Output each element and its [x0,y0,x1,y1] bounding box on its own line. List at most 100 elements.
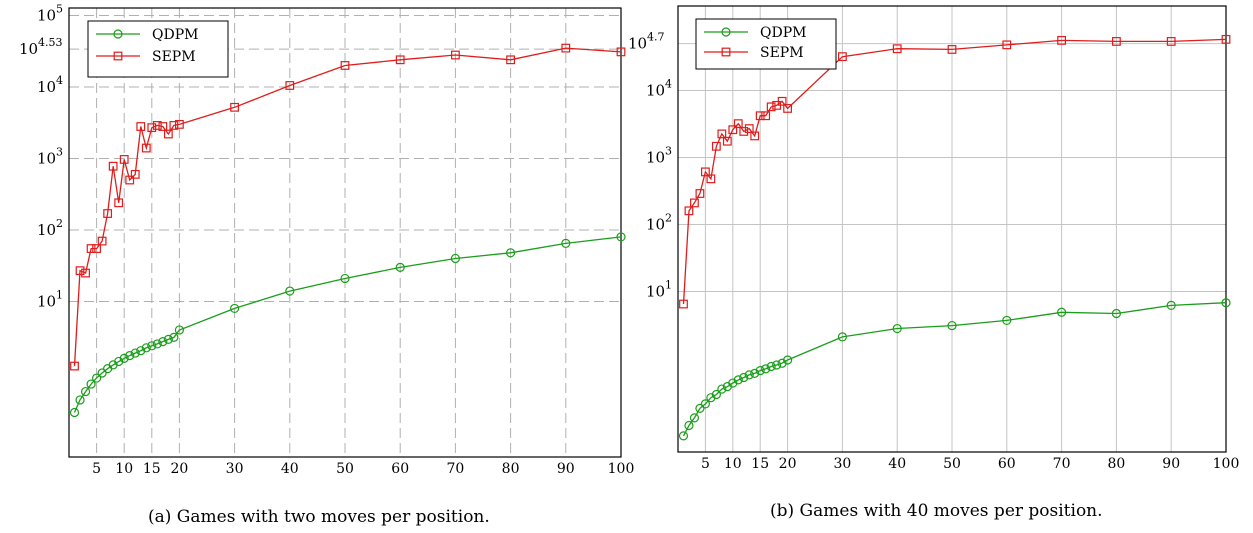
x-tick-label: 80 [502,461,520,477]
y-tick-label: 10 [37,150,56,168]
series-line [73,47,622,367]
y-tick-label: 10 [19,40,38,58]
x-tick-label: 20 [170,461,188,477]
caption-b: (b) Games with 40 moves per position. [770,501,1103,521]
y-tick-exponent: 5 [56,3,63,16]
data-point [395,262,405,272]
data-point [561,238,571,248]
data-point [163,129,173,139]
data-point [1221,298,1231,308]
data-point [1166,37,1176,46]
data-point [395,55,405,65]
data-point [1111,37,1121,46]
y-tick-exponent: 1 [56,289,63,302]
data-point [733,375,743,385]
data-point [70,361,79,371]
data-point [103,209,113,218]
y-tick-label: 10 [37,7,56,25]
data-point [81,268,90,278]
y-tick-exponent: 4.53 [38,36,63,49]
data-point [158,122,168,131]
data-point [92,244,102,253]
legend-marker [721,47,731,57]
series-line [682,38,1227,305]
legend: QDPM SEPM [695,18,837,70]
x-tick-label: 50 [943,456,961,472]
data-point [744,124,754,133]
data-point [690,198,699,208]
x-tick-label: 60 [391,461,409,477]
y-tick-exponent: 4 [665,78,672,91]
data-point [711,389,721,400]
x-tick-label: 70 [1053,456,1071,472]
data-point [80,386,91,397]
data-point [777,96,787,106]
y-tick-exponent: 2 [665,212,672,225]
y-tick-label: 10 [37,293,56,311]
legend-marker [113,29,123,39]
data-point [114,356,124,367]
data-point [506,55,515,65]
x-tick-label: 20 [779,456,797,472]
y-tick-label: 10 [37,221,56,239]
legend-marker [721,27,731,37]
data-point [700,167,710,177]
data-point [1002,40,1012,50]
data-point [130,348,140,358]
data-point [755,111,765,121]
x-tick-label: 90 [557,461,575,477]
data-point [717,129,727,139]
data-point [783,104,792,113]
x-tick-label: 90 [1162,456,1180,472]
y-tick-exponent: 4 [56,74,63,87]
data-point [761,364,771,374]
data-point [152,121,162,130]
data-point [837,332,848,342]
y-tick-exponent: 1 [665,279,672,292]
series-qdpm [678,298,1231,441]
x-tick-label: 15 [143,461,161,477]
data-point [75,266,85,276]
legend: QDPM SEPM [87,20,229,78]
data-point [1057,35,1067,45]
data-point [837,52,847,62]
x-tick-label: 30 [226,461,244,477]
x-tick-label: 70 [446,461,464,477]
data-point [119,353,129,364]
x-tick-label: 40 [888,456,906,472]
data-point [141,143,151,153]
data-point [947,320,957,331]
data-point [506,248,516,258]
data-point [125,351,135,361]
data-point [174,325,184,335]
y-tick-label: 10 [646,216,665,234]
y-tick-exponent: 4.7 [647,31,665,44]
data-point [125,175,135,185]
data-point [230,102,240,112]
data-point [706,393,716,403]
x-tick-label: 30 [833,456,851,472]
data-point [86,379,96,389]
y-tick-label: 10 [646,82,665,100]
data-point [695,189,705,198]
data-point [722,136,732,146]
x-tick-label: 5 [701,456,710,472]
x-tick-label: 60 [998,456,1016,472]
data-point [69,407,80,418]
data-point [700,399,711,409]
data-point [169,332,179,342]
data-point [97,236,107,246]
data-point [451,50,460,60]
data-point [1056,307,1067,317]
legend-marker [113,51,123,61]
data-point [695,403,705,413]
data-point [136,122,146,131]
legend-label: SEPM [760,45,804,61]
data-point [285,81,295,90]
data-point [86,244,96,253]
data-point [450,253,460,264]
data-point [136,346,146,356]
legend-box [87,20,229,78]
